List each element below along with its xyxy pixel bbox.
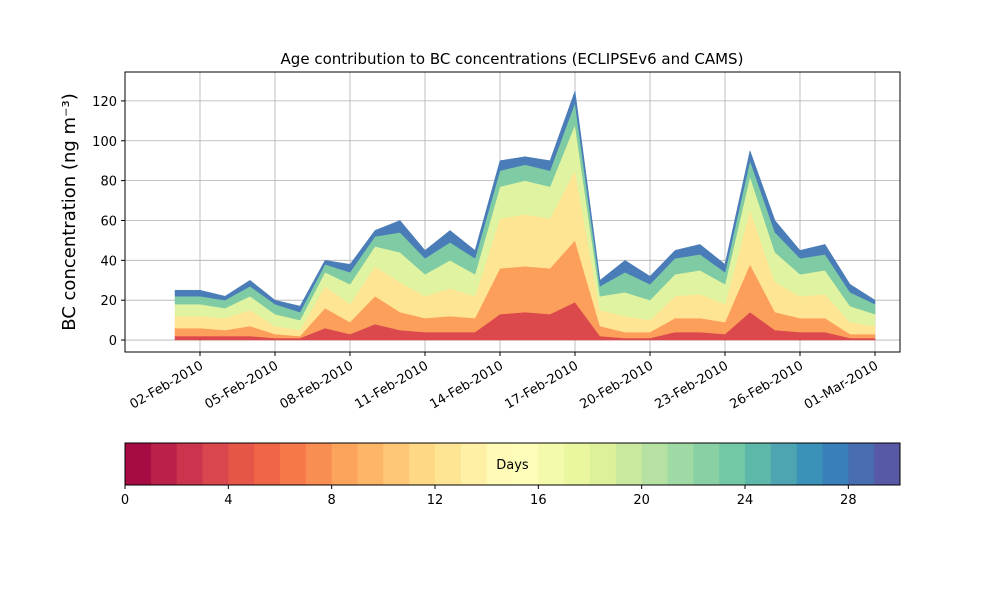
x-tick-label: 20-Feb-2010 (577, 358, 656, 412)
x-tick-label: 23-Feb-2010 (652, 358, 731, 412)
colorbar-bin (564, 443, 591, 485)
colorbar-bin (615, 443, 643, 485)
y-tick-label: 20 (100, 294, 117, 309)
colorbar-bin (357, 443, 384, 485)
colorbar-tick-label: 8 (328, 493, 336, 508)
y-tick-label: 60 (100, 214, 117, 229)
colorbar-label: Days (496, 458, 529, 473)
colorbar-bin (745, 443, 772, 485)
colorbar-bin (280, 443, 307, 485)
y-tick-label: 100 (92, 135, 117, 150)
x-tick-label: 17-Feb-2010 (502, 358, 581, 412)
y-tick-label: 80 (100, 175, 117, 190)
x-tick-label: 02-Feb-2010 (127, 358, 206, 412)
x-tick-label: 01-Mar-2010 (802, 358, 881, 412)
colorbar-tick-label: 0 (121, 493, 129, 508)
colorbar-bin (538, 443, 565, 485)
colorbar-bin (125, 443, 152, 485)
colorbar-bin (770, 443, 798, 485)
colorbar-bin (874, 443, 901, 485)
y-tick-label: 0 (109, 334, 117, 349)
colorbar-bin (460, 443, 488, 485)
area-layer (174, 90, 876, 313)
y-tick-label: 40 (100, 254, 117, 269)
colorbar-bin (719, 443, 746, 485)
colorbar-bin (667, 443, 694, 485)
colorbar-bin (254, 443, 281, 485)
colorbar-bin (305, 443, 333, 485)
y-tick-label: 120 (92, 95, 117, 110)
colorbar-bin (590, 443, 617, 485)
colorbar-tick-label: 12 (427, 493, 444, 508)
colorbar-bin (822, 443, 849, 485)
colorbar-bin (150, 443, 178, 485)
colorbar-tick-label: 16 (530, 493, 547, 508)
colorbar-bin (228, 443, 255, 485)
colorbar-bin (383, 443, 410, 485)
colorbar-tick-label: 4 (224, 493, 232, 508)
x-tick-label: 26-Feb-2010 (727, 358, 806, 412)
colorbar-bin (176, 443, 203, 485)
x-tick-label: 08-Feb-2010 (277, 358, 356, 412)
colorbar-bin (202, 443, 229, 485)
x-tick-label: 11-Feb-2010 (352, 358, 431, 412)
colorbar-bin (409, 443, 436, 485)
colorbar-bin (331, 443, 358, 485)
colorbar-tick-label: 24 (737, 493, 754, 508)
colorbar-bin (486, 443, 513, 485)
y-axis-label: BC concentration (ng m⁻³) (59, 93, 80, 331)
plot-frame (124, 71, 901, 353)
colorbar-tick-label: 20 (633, 493, 650, 508)
colorbar-bin (796, 443, 823, 485)
colorbar-bin (848, 443, 875, 485)
colorbar-bin (435, 443, 462, 485)
colorbar-bin (693, 443, 720, 485)
x-tick-label: 05-Feb-2010 (202, 358, 281, 412)
x-tick-label: 14-Feb-2010 (427, 358, 506, 412)
colorbar-tick-label: 28 (840, 493, 857, 508)
colorbar-bin (641, 443, 668, 485)
chart-title: Age contribution to BC concentrations (E… (281, 50, 744, 68)
colorbar-bin (512, 443, 539, 485)
colorbar-frame (124, 442, 901, 486)
